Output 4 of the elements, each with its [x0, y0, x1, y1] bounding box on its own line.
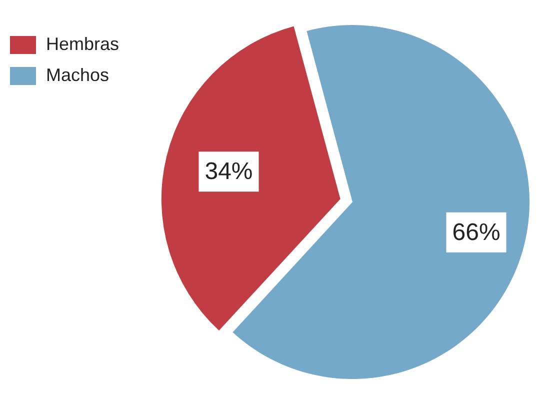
legend-label: Hembras — [46, 34, 120, 55]
data-label: 66% — [452, 219, 500, 246]
legend-label: Machos — [46, 65, 110, 86]
data-label: 34% — [204, 158, 253, 186]
